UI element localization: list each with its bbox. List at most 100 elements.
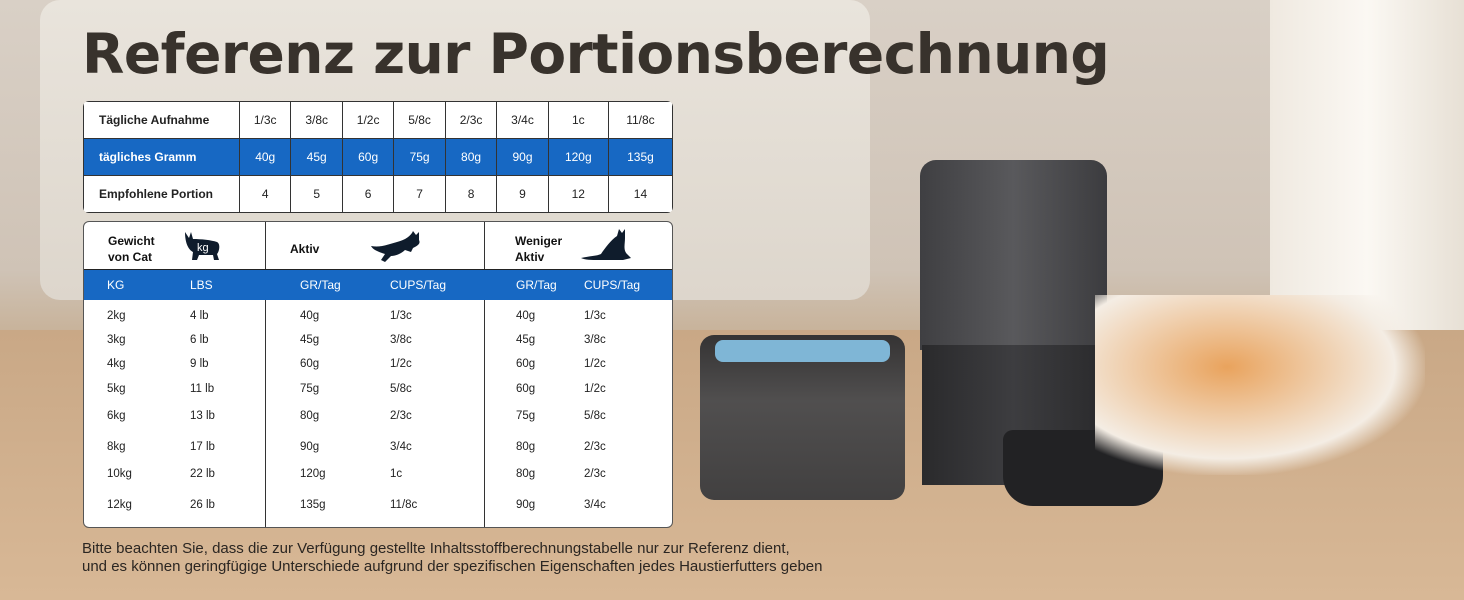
weight-table-cell: 26 lb [190, 499, 215, 511]
weight-table-cell: 9 lb [190, 358, 209, 370]
weight-table-cell: 60g [300, 358, 320, 370]
weight-table-cell: 80g [516, 468, 536, 480]
portion-cell: 9 [496, 175, 549, 213]
weight-table-cell: 1/2c [584, 358, 606, 370]
weight-table-cell: 1c [390, 468, 403, 480]
weight-table-cell: 12kg [107, 499, 132, 511]
portion-cell: 45g [290, 138, 343, 176]
weight-table-cell: 5/8c [584, 410, 606, 422]
weight-table-cell: 75g [516, 410, 536, 422]
weight-table-cell: 75g [300, 383, 320, 395]
portion-cell: 1/3c [238, 101, 292, 139]
portion-row: Empfohlene Portion 4 5 6 7 8 9 12 14 [83, 175, 673, 213]
portion-row: Tägliche Aufnahme 1/3c 3/8c 1/2c 5/8c 2/3c 3/4… [83, 101, 673, 139]
portion-row: tägliches Gramm 40g 45g 60g 75g 80g 90g 120g 135… [83, 138, 673, 176]
note-line-2: und es können geringfügige Unterschiede … [82, 558, 823, 575]
portion-cell: 3/4c [496, 101, 549, 139]
weight-table-cell: 90g [516, 499, 536, 511]
portion-cell: 40g [238, 138, 292, 176]
column-divider [265, 222, 266, 527]
weight-table-cell: 1/3c [390, 310, 412, 322]
weight-table-cell: 3/4c [584, 499, 606, 511]
weight-table-cell: 2kg [107, 310, 126, 322]
weight-table-cell: 3/4c [390, 441, 412, 453]
weight-table-cell: 8kg [107, 441, 126, 453]
weight-table-cell: 2/3c [390, 410, 412, 422]
header-weight: Gewicht von Cat [108, 234, 155, 264]
portion-cell: 3/8c [290, 101, 343, 139]
weight-table-cell: 40g [300, 310, 320, 322]
portion-cell: 14 [607, 175, 673, 213]
fountain-water [715, 340, 890, 362]
weight-table-cell: 90g [300, 441, 320, 453]
portion-cell: 1/2c [341, 101, 395, 139]
water-fountain [700, 335, 905, 500]
weight-table: Gewicht von Cat kg Aktiv Weniger Aktiv K… [83, 221, 673, 528]
weight-table-cell: 5kg [107, 383, 126, 395]
portion-cell: 12 [547, 175, 609, 213]
portion-cell: 4 [238, 175, 292, 213]
header-active: Aktiv [290, 242, 320, 256]
header-less-active: Weniger Aktiv [515, 234, 563, 264]
weight-table-cell: 10kg [107, 468, 132, 480]
note-line-1: Bitte beachten Sie, dass die zur Verfügu… [82, 540, 790, 557]
portion-cell: 80g [444, 138, 498, 176]
subheader-kg: KG [107, 278, 125, 292]
weight-table-cell: 3/8c [584, 334, 606, 346]
portion-cell: 135g [607, 138, 673, 176]
portion-cell: 7 [393, 175, 446, 213]
cat-lying-icon [581, 229, 631, 260]
weight-table-cell: 80g [516, 441, 536, 453]
weight-table-cell: 135g [300, 499, 326, 511]
weight-table-cell: 5/8c [390, 383, 412, 395]
column-divider [484, 222, 485, 527]
cat-jumping-icon [371, 231, 420, 262]
row-label: Tägliche Aufnahme [83, 101, 240, 139]
kg-badge: kg [197, 242, 209, 254]
weight-table-cell: 60g [516, 383, 536, 395]
weight-table-cell: 11/8c [390, 499, 418, 511]
subheader-gr-tag: GR/Tag [300, 278, 341, 292]
portion-cell: 2/3c [444, 101, 498, 139]
subheader-cups-tag: CUPS/Tag [584, 278, 641, 292]
portion-cell: 1c [547, 101, 609, 139]
weight-table-cell: 80g [300, 410, 320, 422]
weight-table-cell: 1/2c [390, 358, 412, 370]
disclaimer-note: Bitte beachten Sie, dass die zur Verfügu… [82, 540, 823, 576]
subheader-lbs: LBS [190, 278, 213, 292]
weight-table-cell: 1/2c [584, 383, 606, 395]
portion-cell: 8 [444, 175, 498, 213]
weight-table-cell: 6 lb [190, 334, 209, 346]
portion-table: Tägliche Aufnahme 1/3c 3/8c 1/2c 5/8c 2/3c 3/4… [83, 101, 673, 213]
weight-table-cell: 4 lb [190, 310, 209, 322]
page-title: Referenz zur Portionsberechnung [82, 22, 1110, 86]
portion-cell: 5 [290, 175, 343, 213]
portion-cell: 11/8c [607, 101, 673, 139]
row-label: tägliches Gramm [83, 138, 240, 176]
weight-table-cell: 11 lb [190, 383, 215, 395]
subheader-cups-tag: CUPS/Tag [390, 278, 447, 292]
weight-table-cell: 4kg [107, 358, 126, 370]
weight-table-cell: 120g [300, 468, 326, 480]
weight-table-cell: 17 lb [190, 441, 215, 453]
weight-table-cell: 45g [300, 334, 320, 346]
weight-table-cell: 2/3c [584, 441, 606, 453]
subheader-row: KG LBS GR/Tag CUPS/Tag GR/Tag CUPS/Tag [84, 269, 672, 300]
weight-table-cell: 1/3c [584, 310, 606, 322]
weight-table-cell: 45g [516, 334, 536, 346]
portion-cell: 90g [496, 138, 549, 176]
cat-walking-icon: kg [185, 232, 220, 260]
weight-table-cell: 3kg [107, 334, 126, 346]
portion-cell: 75g [393, 138, 446, 176]
subheader-gr-tag: GR/Tag [516, 278, 557, 292]
weight-table-cell: 60g [516, 358, 536, 370]
feeder-top [920, 160, 1107, 350]
portion-cell: 120g [547, 138, 609, 176]
portion-cell: 60g [341, 138, 395, 176]
portion-cell: 6 [341, 175, 395, 213]
row-label: Empfohlene Portion [83, 175, 240, 213]
weight-table-cell: 13 lb [190, 410, 215, 422]
weight-table-cell: 40g [516, 310, 536, 322]
weight-table-cell: 22 lb [190, 468, 215, 480]
weight-table-cell: 3/8c [390, 334, 412, 346]
